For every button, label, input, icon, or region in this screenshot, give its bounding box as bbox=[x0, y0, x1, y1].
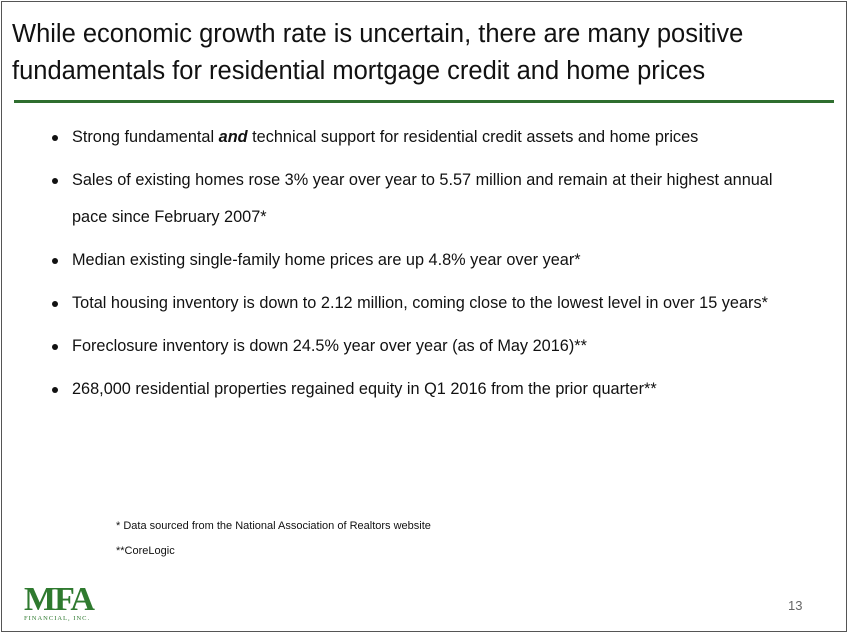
bullet: Sales of existing homes rose 3% year ove… bbox=[50, 162, 790, 236]
bullet: Strong fundamental and technical support… bbox=[50, 119, 790, 156]
bullet-text: Strong fundamental bbox=[72, 128, 219, 146]
bullet-text: technical support for residential credit… bbox=[247, 128, 699, 146]
bullet-text: Total housing inventory is down to 2.12 … bbox=[72, 294, 768, 312]
bullet: Median existing single-family home price… bbox=[50, 242, 790, 279]
bullet-text: and bbox=[218, 128, 248, 146]
page-number: 13 bbox=[788, 598, 803, 613]
footnote: **CoreLogic bbox=[116, 545, 175, 557]
bullet: 268,000 residential properties regained … bbox=[50, 371, 790, 408]
bullet-text: Sales of existing homes rose 3% year ove… bbox=[72, 171, 778, 226]
bullet-text: 268,000 residential properties regained … bbox=[72, 380, 657, 398]
bullet-list: Strong fundamental and technical support… bbox=[50, 119, 790, 414]
bullet-text: Median existing single-family home price… bbox=[72, 251, 581, 269]
logo-text: MFA bbox=[24, 581, 95, 618]
bullet: Total housing inventory is down to 2.12 … bbox=[50, 285, 790, 322]
logo-subtext: FINANCIAL, INC. bbox=[24, 615, 91, 622]
logo: MFA FINANCIAL, INC. bbox=[24, 581, 95, 623]
footnotes: * Data sourced from the National Associa… bbox=[116, 514, 431, 564]
title-rule bbox=[14, 100, 834, 103]
footnote: * Data sourced from the National Associa… bbox=[116, 520, 431, 532]
bullet-text: Foreclosure inventory is down 24.5% year… bbox=[72, 337, 587, 355]
bullet: Foreclosure inventory is down 24.5% year… bbox=[50, 328, 790, 365]
title-line: While economic growth rate is uncertain,… bbox=[12, 20, 744, 48]
title: While economic growth rate is uncertain,… bbox=[12, 16, 743, 90]
title-line: fundamentals for residential mortgage cr… bbox=[12, 57, 706, 85]
